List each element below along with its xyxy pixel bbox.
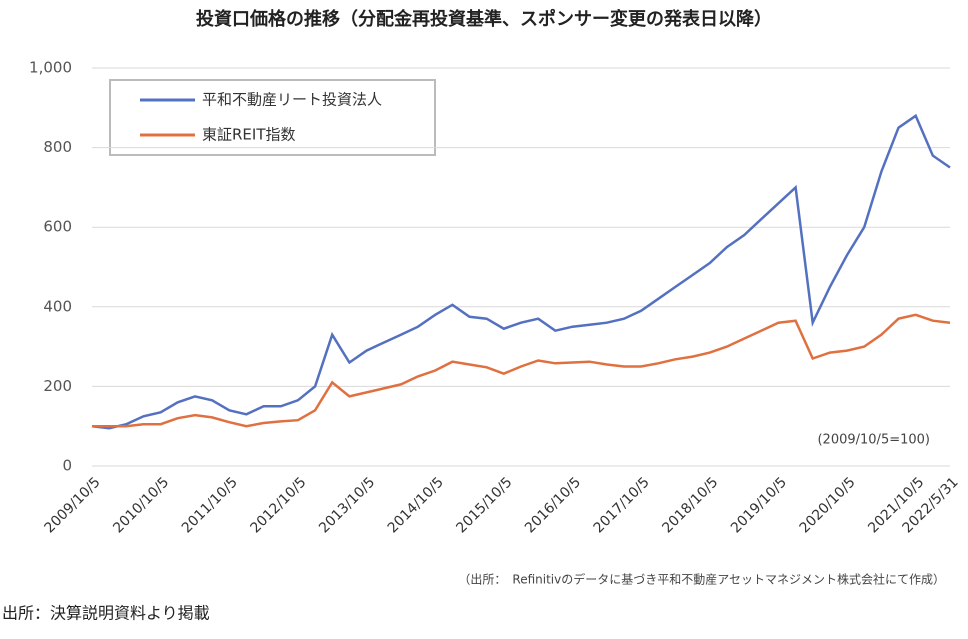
y-tick-label: 800: [43, 138, 72, 156]
y-tick-label: 200: [43, 377, 72, 395]
x-tick-label: 2014/10/5: [385, 474, 447, 536]
x-tick-label: 2016/10/5: [522, 474, 584, 536]
legend-label: 平和不動産リート投資法人: [202, 91, 382, 109]
x-tick-label: 2018/10/5: [659, 474, 721, 536]
footer: 出所：決算説明資料より掲載: [2, 604, 210, 623]
x-tick-label: 2019/10/5: [728, 474, 790, 536]
series-line: [91, 113, 951, 430]
x-tick-label: 2012/10/5: [247, 474, 309, 536]
x-tick-label: 2011/10/5: [179, 474, 241, 536]
x-tick-label: 2020/10/5: [797, 474, 859, 536]
x-tick-label: 2009/10/5: [42, 474, 104, 536]
x-tick-label: 2017/10/5: [591, 474, 653, 536]
x-tick-label: 2010/10/5: [110, 474, 172, 536]
legend-box: [109, 79, 436, 156]
y-tick-label: 0: [62, 457, 72, 475]
chart-title: 投資口価格の推移（分配金再投資基準、スポンサー変更の発表日以降）: [196, 8, 772, 30]
x-tick-label: 2015/10/5: [453, 474, 515, 536]
annotation: (2009/10/5=100): [817, 433, 930, 448]
y-tick-label: 600: [43, 218, 72, 236]
y-tick-label: 400: [43, 297, 72, 315]
legend-label: 東証REIT指数: [202, 126, 296, 144]
y-tick-label: 1,000: [29, 59, 72, 77]
x-tick-label: 2013/10/5: [316, 474, 378, 536]
source-note: （出所： Refinitivのデータに基づき平和不動産アセットマネジメント株式会…: [458, 572, 945, 587]
series-line: [92, 313, 951, 428]
